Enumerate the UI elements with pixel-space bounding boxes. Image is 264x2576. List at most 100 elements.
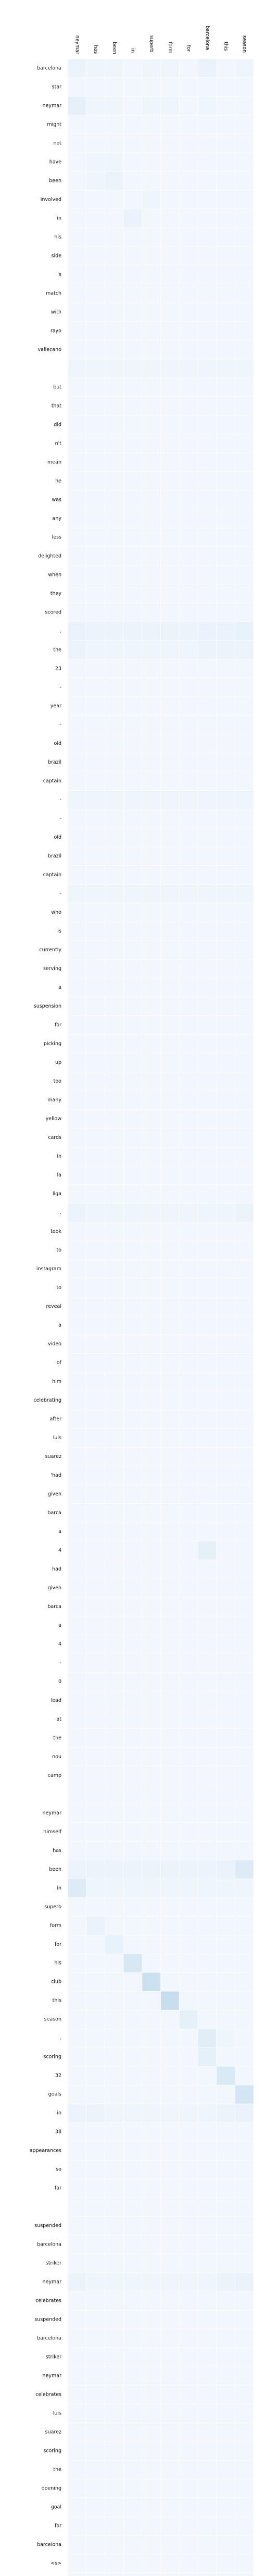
heatmap-cell xyxy=(67,2253,87,2273)
heatmap-cell xyxy=(160,265,180,285)
heatmap-cell xyxy=(197,152,217,172)
heatmap-cell xyxy=(142,452,161,472)
heatmap-cell xyxy=(234,190,254,210)
heatmap-cell xyxy=(216,1372,235,1391)
heatmap-cell xyxy=(123,1578,143,1598)
y-tick-label: in xyxy=(57,2111,61,2116)
heatmap-cell xyxy=(179,2441,198,2461)
heatmap-cell xyxy=(179,1128,198,1147)
heatmap-cell xyxy=(160,1766,180,1785)
heatmap-cell xyxy=(67,2385,87,2405)
heatmap-cell xyxy=(234,1297,254,1316)
y-tick-label: suarez xyxy=(45,2430,61,2435)
heatmap-cell xyxy=(197,2554,217,2573)
heatmap-cell xyxy=(123,1616,143,1635)
heatmap-cell xyxy=(216,284,235,303)
heatmap-cell xyxy=(142,302,161,322)
heatmap-cell xyxy=(179,1972,198,1992)
heatmap-cell xyxy=(67,696,87,716)
heatmap-cell xyxy=(142,152,161,172)
heatmap-cell xyxy=(179,2422,198,2442)
heatmap-cell xyxy=(216,1522,235,1541)
heatmap-cells xyxy=(67,58,254,2576)
heatmap-cell xyxy=(105,1109,124,1128)
heatmap-cell xyxy=(234,152,254,172)
heatmap-cell xyxy=(197,1391,217,1410)
heatmap-cell xyxy=(67,1822,87,1842)
heatmap-cell xyxy=(160,2366,180,2386)
heatmap-cell xyxy=(179,1635,198,1654)
heatmap-cell xyxy=(179,1466,198,1485)
heatmap-cell xyxy=(160,2235,180,2254)
heatmap-cell xyxy=(179,1241,198,1260)
heatmap-cell xyxy=(216,2554,235,2573)
heatmap-cell xyxy=(160,715,180,735)
heatmap-cell xyxy=(234,1128,254,1147)
heatmap-cell xyxy=(142,1822,161,1842)
heatmap-cell xyxy=(123,2310,143,2329)
heatmap-cell xyxy=(160,1916,180,1935)
heatmap-cell xyxy=(179,1053,198,1072)
heatmap-cell xyxy=(160,227,180,247)
heatmap-cell xyxy=(123,1728,143,1748)
heatmap-cell xyxy=(179,2160,198,2179)
heatmap-cell xyxy=(142,284,161,303)
heatmap-cell xyxy=(67,246,87,266)
y-tick-label: neymar xyxy=(43,2373,62,2379)
y-tick-label: n't xyxy=(55,440,62,446)
y-tick-label: for xyxy=(55,2523,61,2529)
heatmap-cell xyxy=(105,1409,124,1429)
heatmap-cell xyxy=(105,2497,124,2517)
heatmap-cell xyxy=(234,1241,254,1260)
heatmap-cell xyxy=(216,152,235,172)
heatmap-cell xyxy=(179,1541,198,1560)
heatmap-cell xyxy=(216,340,235,360)
heatmap-cell xyxy=(86,2572,105,2576)
heatmap-cell xyxy=(234,1184,254,1204)
heatmap-cell xyxy=(86,2141,105,2161)
heatmap-cell xyxy=(197,809,217,828)
heatmap-cell xyxy=(123,1672,143,1691)
heatmap-cell xyxy=(123,1635,143,1654)
heatmap-cell xyxy=(123,284,143,303)
y-tick-label: rayo xyxy=(51,328,61,334)
heatmap-cell xyxy=(179,321,198,341)
heatmap-cell xyxy=(216,1109,235,1128)
heatmap-cell xyxy=(160,1897,180,1917)
heatmap-cell xyxy=(142,828,161,847)
heatmap-cell xyxy=(105,771,124,791)
heatmap-cell xyxy=(142,1804,161,1823)
heatmap-cell xyxy=(234,265,254,285)
heatmap-cell xyxy=(179,1353,198,1372)
heatmap-cell xyxy=(234,1015,254,1035)
y-tick-label: with xyxy=(51,309,61,315)
y-tick-label: 'had xyxy=(51,1473,61,1478)
heatmap-cell xyxy=(142,1691,161,1710)
heatmap-cell xyxy=(67,1485,87,1504)
heatmap-cell xyxy=(197,865,217,885)
heatmap-cell xyxy=(105,528,124,547)
heatmap-cell xyxy=(142,1485,161,1504)
heatmap-cell xyxy=(234,1897,254,1917)
heatmap-cell xyxy=(142,528,161,547)
heatmap-cell xyxy=(86,640,105,660)
heatmap-cell xyxy=(123,528,143,547)
heatmap-cell xyxy=(234,2272,254,2292)
y-tick-label: captain xyxy=(43,872,61,878)
heatmap-cell xyxy=(86,1691,105,1710)
heatmap-cell xyxy=(160,2009,180,2029)
heatmap-cell xyxy=(216,1728,235,1748)
heatmap-cell xyxy=(160,696,180,716)
heatmap-cell xyxy=(160,2028,180,2048)
heatmap-cell xyxy=(179,865,198,885)
heatmap-cell xyxy=(234,1878,254,1898)
heatmap-cell xyxy=(197,1241,217,1260)
y-tick-label: picking xyxy=(44,1041,61,1047)
heatmap-cell xyxy=(216,847,235,866)
heatmap-cell xyxy=(179,2479,198,2498)
heatmap-cell xyxy=(142,2310,161,2329)
heatmap-cell xyxy=(105,734,124,754)
y-tick-label: goals xyxy=(48,2092,61,2097)
heatmap-cell xyxy=(179,1728,198,1748)
heatmap-cell xyxy=(160,1728,180,1748)
